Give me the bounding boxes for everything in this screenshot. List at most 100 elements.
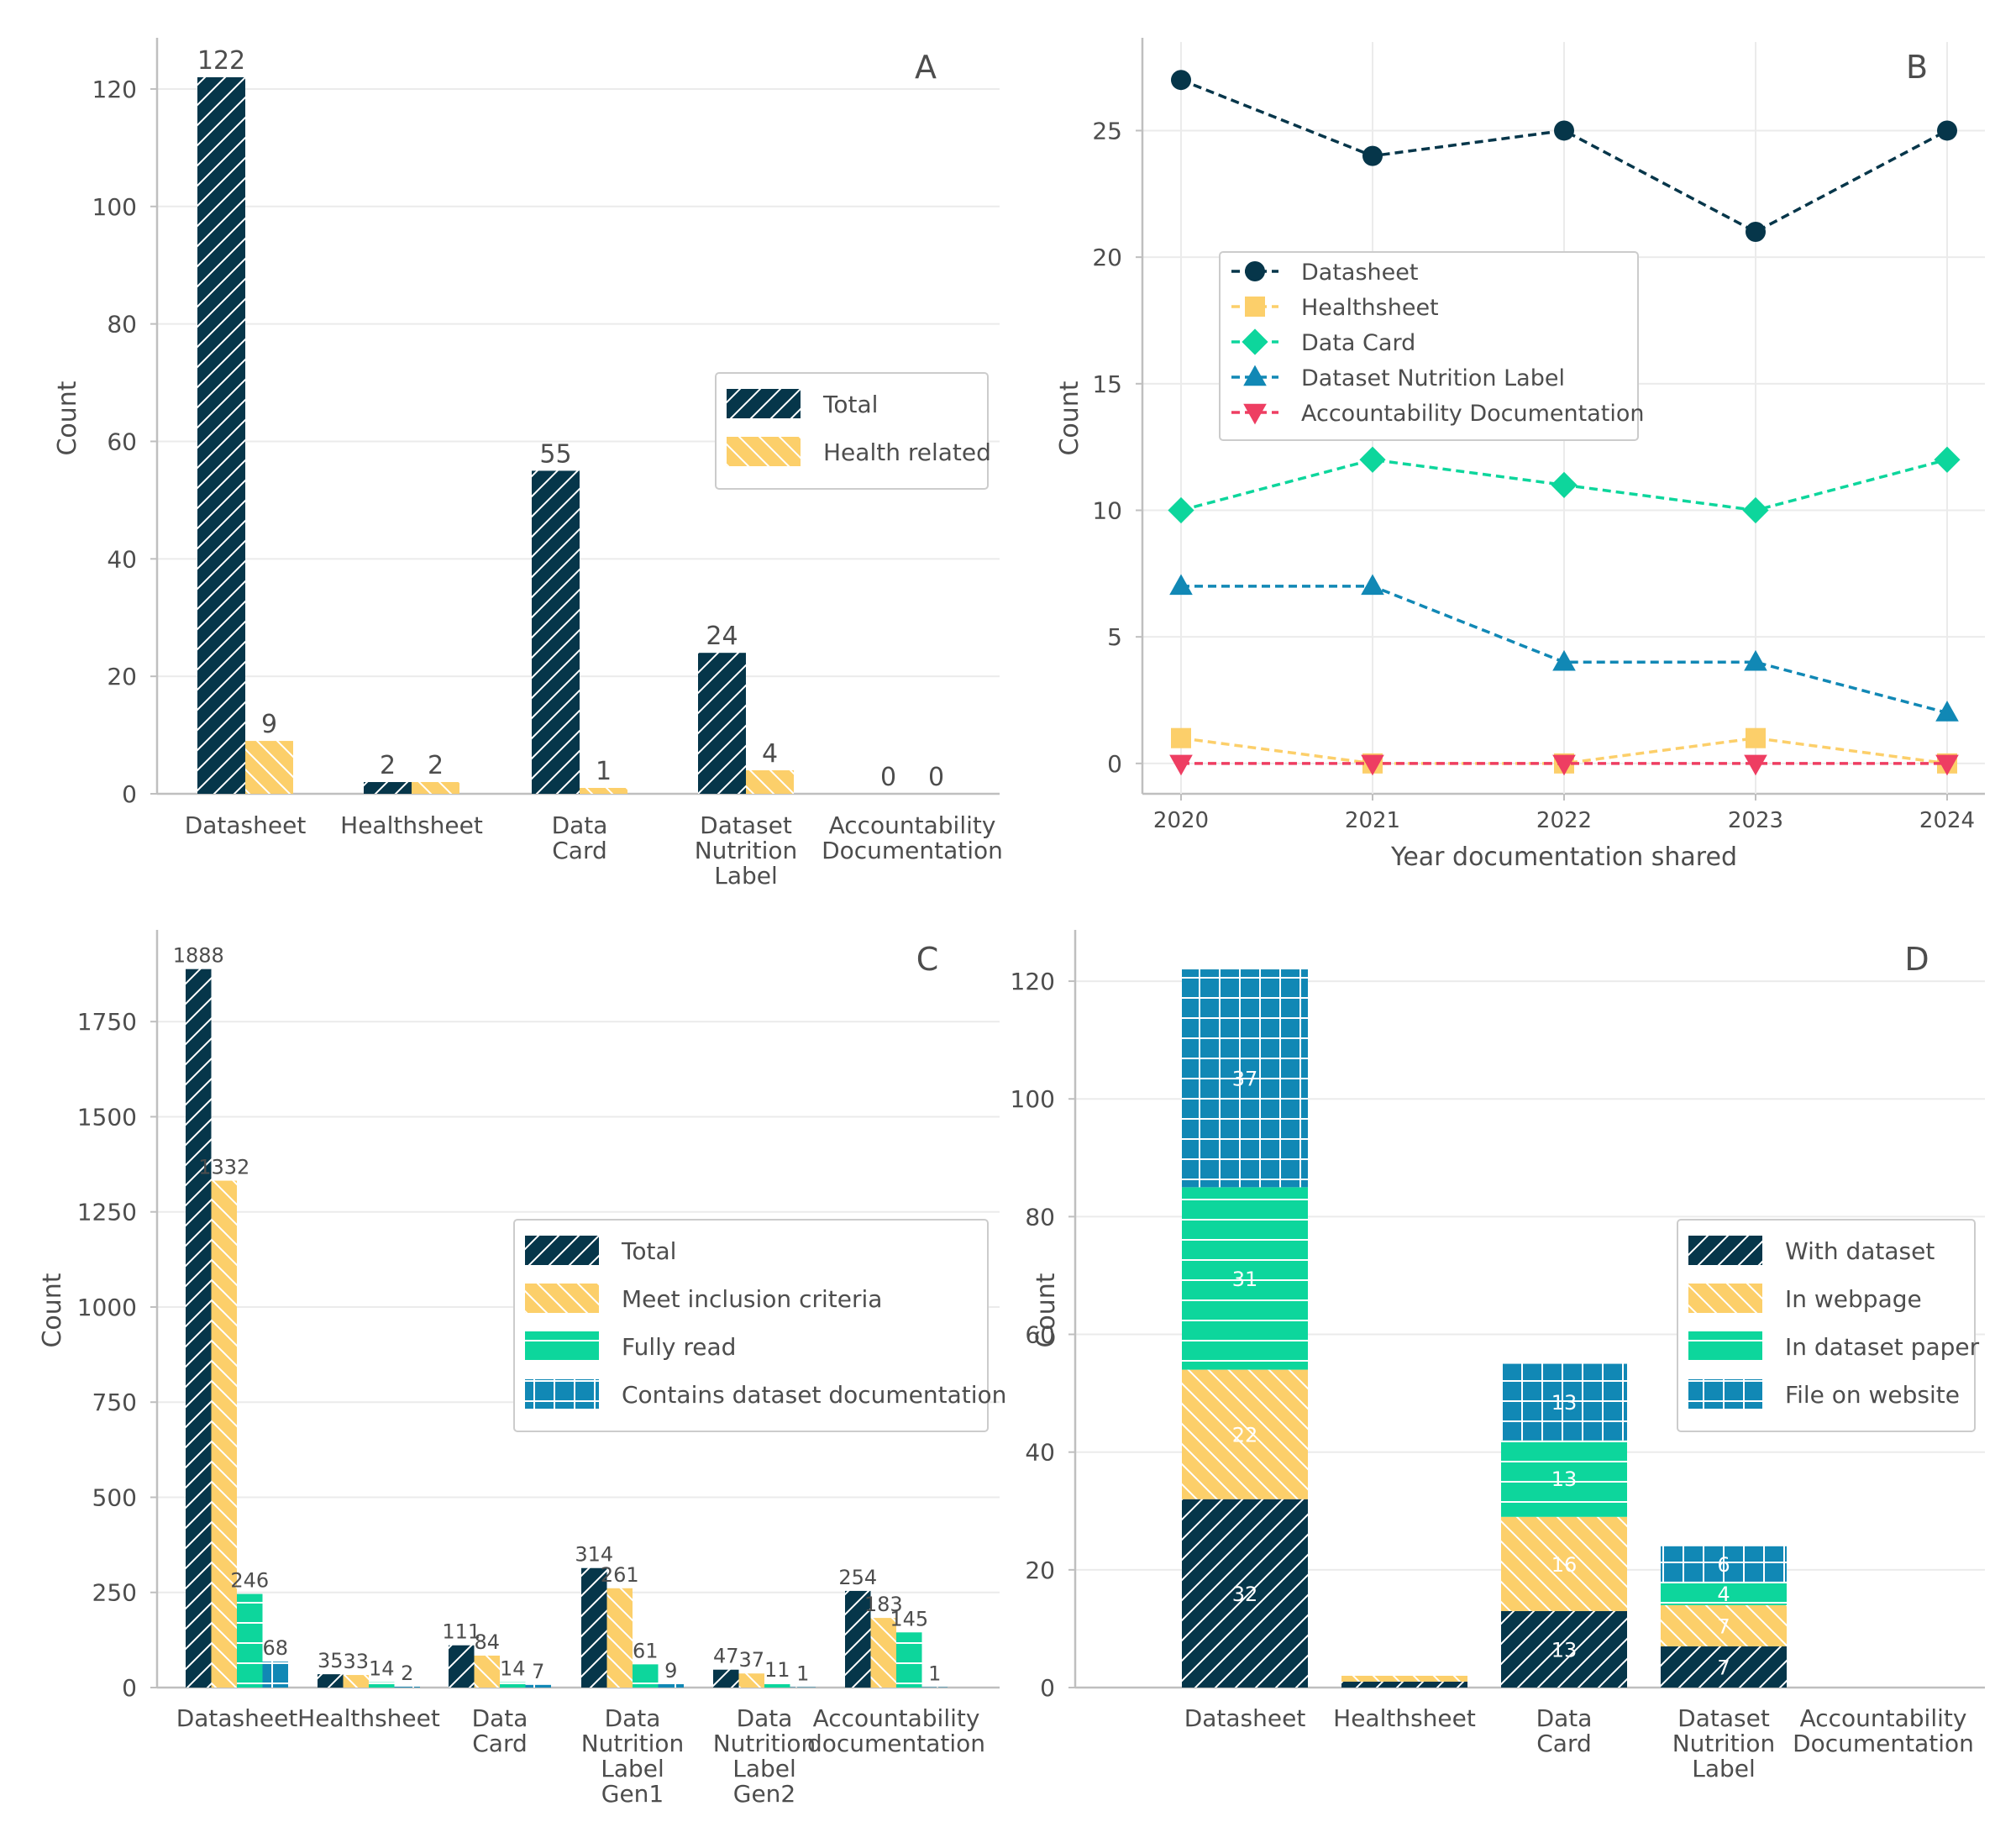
legend-swatch — [525, 1379, 599, 1409]
y-tick-label: 0 — [122, 780, 137, 808]
bar-segment-with-dataset — [1341, 1681, 1467, 1688]
y-tick-label: 250 — [92, 1579, 137, 1607]
panel-label: D — [1904, 941, 1929, 978]
bar-segment-in-webpage — [1501, 1516, 1627, 1611]
segment-label: 7 — [1717, 1656, 1730, 1679]
x-tick-label: Label — [732, 1755, 796, 1782]
x-tick-label: Datasheet — [1184, 1704, 1306, 1732]
point-data-card — [1359, 446, 1386, 473]
x-tick-label: Documentation — [1793, 1730, 1974, 1757]
x-tick-label: Gen2 — [733, 1780, 795, 1808]
data-label: 35 — [318, 1649, 344, 1672]
x-tick-label: documentation — [807, 1730, 985, 1757]
bar-total — [581, 1567, 607, 1688]
x-tick-label: Nutrition — [581, 1730, 685, 1757]
legend-swatch — [525, 1331, 599, 1361]
bar-total — [845, 1590, 871, 1688]
segment-label: 7 — [1717, 1614, 1730, 1638]
segment-label: 6 — [1717, 1553, 1730, 1577]
point-accountability-documentation — [1552, 754, 1576, 776]
legend-box — [1677, 1219, 1976, 1432]
legend-label: In dataset paper — [1785, 1333, 1980, 1361]
x-tick-label: Data — [737, 1704, 793, 1732]
point-accountability-documentation — [1935, 754, 1959, 776]
data-label: 9 — [664, 1659, 677, 1683]
x-axis-label: Year documentation shared — [1390, 843, 1737, 872]
bar-total — [698, 653, 746, 794]
data-label: 0 — [880, 763, 896, 792]
x-tick-label: Data — [1536, 1704, 1593, 1732]
data-label: 24 — [706, 622, 738, 651]
point-dataset-nutrition-label — [1169, 574, 1193, 596]
point-accountability-documentation — [1744, 754, 1767, 776]
bar-segment-file-on-website — [1182, 969, 1308, 1188]
bar-segment-with-dataset — [1661, 1646, 1787, 1688]
legend-swatch — [727, 437, 801, 466]
y-tick-label: 60 — [107, 428, 137, 455]
legend-label: Total — [621, 1237, 676, 1265]
legend-label: Datasheet — [1301, 260, 1418, 286]
line-datasheet — [1180, 78, 1948, 234]
x-tick-label: Label — [714, 862, 778, 890]
bar-meet-inclusion-criteria — [343, 1675, 369, 1688]
y-tick-label: 500 — [92, 1483, 137, 1511]
legend-label: With dataset — [1785, 1237, 1935, 1265]
y-tick-label: 20 — [1025, 1557, 1055, 1584]
y-tick-label: 100 — [1011, 1085, 1055, 1113]
panel-label: B — [1906, 49, 1928, 86]
point-healthsheet — [1746, 727, 1766, 748]
bar-segment-in-dataset-paper — [1661, 1581, 1787, 1605]
data-label: 261 — [601, 1563, 639, 1587]
bar-health-related — [245, 741, 293, 794]
segment-label: 37 — [1232, 1068, 1258, 1091]
panel-d: 0 20 40 60 80 100 120 32 13 7 22 16 7 31 13 4 37 13 6 Datas… — [1011, 930, 1985, 1782]
y-tick-label: 1250 — [77, 1199, 137, 1226]
point-dataset-nutrition-label — [1935, 701, 1959, 722]
data-label: 68 — [262, 1636, 288, 1660]
data-label: 9 — [261, 710, 277, 739]
y-tick-label: 0 — [122, 1674, 137, 1702]
point-accountability-documentation — [1361, 754, 1384, 776]
segment-label: 13 — [1551, 1391, 1578, 1415]
y-tick-label: 750 — [92, 1389, 137, 1416]
panel-label: A — [915, 49, 937, 86]
panel-b: 0 5 10 15 20 25 2020 2021 2022 2023 2024 Year docum… — [1055, 38, 1985, 872]
data-label: 1 — [796, 1662, 809, 1686]
point-data-card — [1934, 446, 1961, 473]
x-tick-label: 2021 — [1345, 808, 1400, 833]
point-datasheet — [1171, 70, 1191, 91]
x-tick-label: Label — [1692, 1755, 1756, 1782]
panel-c: 0250500750100012501500175018883511131447… — [38, 930, 1006, 1808]
x-tick-label: Healthsheet — [1333, 1704, 1476, 1732]
data-label: 2 — [428, 751, 444, 780]
legend-label: Contains dataset documentation — [622, 1381, 1006, 1409]
point-dataset-nutrition-label — [1744, 649, 1767, 671]
data-label: 33 — [343, 1650, 369, 1673]
x-tick-label: Data — [552, 811, 608, 839]
x-tick-label: Nutrition — [1672, 1730, 1776, 1757]
bar-total — [197, 76, 245, 794]
x-tick-label: Dataset — [1677, 1704, 1770, 1732]
bar-total — [713, 1669, 739, 1688]
bar-fully-read — [500, 1682, 526, 1688]
bar-segment-with-dataset — [1182, 1499, 1308, 1688]
data-label: 1 — [596, 757, 612, 786]
bar-health-related — [580, 788, 627, 794]
data-label: 11 — [764, 1658, 790, 1682]
x-tick-label: Nutrition — [695, 837, 798, 864]
y-tick-label: 1500 — [77, 1103, 137, 1131]
bar-total — [318, 1674, 344, 1688]
legend-swatch — [1688, 1379, 1762, 1409]
bar-meet-inclusion-criteria — [606, 1588, 633, 1688]
legend-label: Data Card — [1301, 330, 1415, 356]
x-tick-label: 2024 — [1919, 808, 1975, 833]
y-tick-label: 0 — [1040, 1674, 1055, 1702]
y-tick-label: 120 — [1011, 968, 1055, 995]
y-axis-label: Count — [38, 1273, 67, 1347]
data-label: 84 — [474, 1630, 500, 1654]
y-tick-label: 0 — [1107, 750, 1122, 778]
bar-health-related — [412, 782, 459, 794]
legend-marker — [1245, 297, 1265, 317]
data-label: 145 — [890, 1607, 928, 1630]
x-tick-label: Accountability — [1800, 1704, 1967, 1732]
